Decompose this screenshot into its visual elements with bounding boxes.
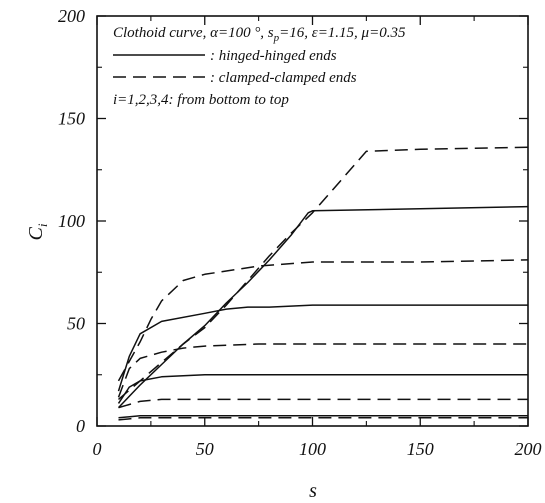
series-line-hinged-3	[117, 304, 528, 392]
legend-sp-subscript: p	[273, 32, 280, 44]
legend-hinged-label: : hinged-hinged ends	[210, 48, 337, 64]
series-line-hinged-4	[117, 205, 529, 409]
y-tick-label: 100	[58, 211, 85, 231]
x-axis-label: s	[309, 480, 317, 502]
x-tick-label: 200	[515, 439, 542, 459]
x-tick-label: 50	[196, 439, 214, 459]
x-tick-label: 100	[299, 439, 326, 459]
legend-order-note: i=1,2,3,4: from bottom to top	[113, 92, 289, 108]
series-line-clamped-9	[118, 146, 529, 400]
y-tick-label: 200	[58, 6, 85, 26]
y-tick-label: 0	[76, 416, 85, 436]
x-tick-label: 0	[93, 439, 102, 459]
y-tick-label: 50	[67, 314, 85, 334]
series-line-hinged-1	[118, 415, 528, 419]
series-line-clamped-5	[118, 417, 528, 421]
y-axis-label-subscript: i	[35, 223, 50, 227]
tick-labels: 0 50 100 150 200 0 50 100 150 200	[58, 6, 542, 459]
y-axis-label: Ci	[25, 223, 50, 240]
series-line-clamped-8	[117, 259, 529, 382]
series-lines	[117, 146, 529, 421]
series-line-clamped-6	[118, 398, 528, 409]
legend: Clothoid curve, α=100 °, sp=16, ε=1.15, …	[113, 25, 406, 108]
legend-params: =16, ε=1.15, μ=0.35	[279, 25, 406, 41]
series-line-clamped-7	[117, 343, 528, 398]
y-tick-label: 150	[58, 109, 85, 129]
legend-title: Clothoid curve, α=100 °, sp=16, ε=1.15, …	[113, 25, 406, 44]
legend-clamped-label: : clamped-clamped ends	[210, 70, 357, 86]
series-line-hinged-2	[117, 374, 528, 404]
x-tick-label: 150	[407, 439, 434, 459]
